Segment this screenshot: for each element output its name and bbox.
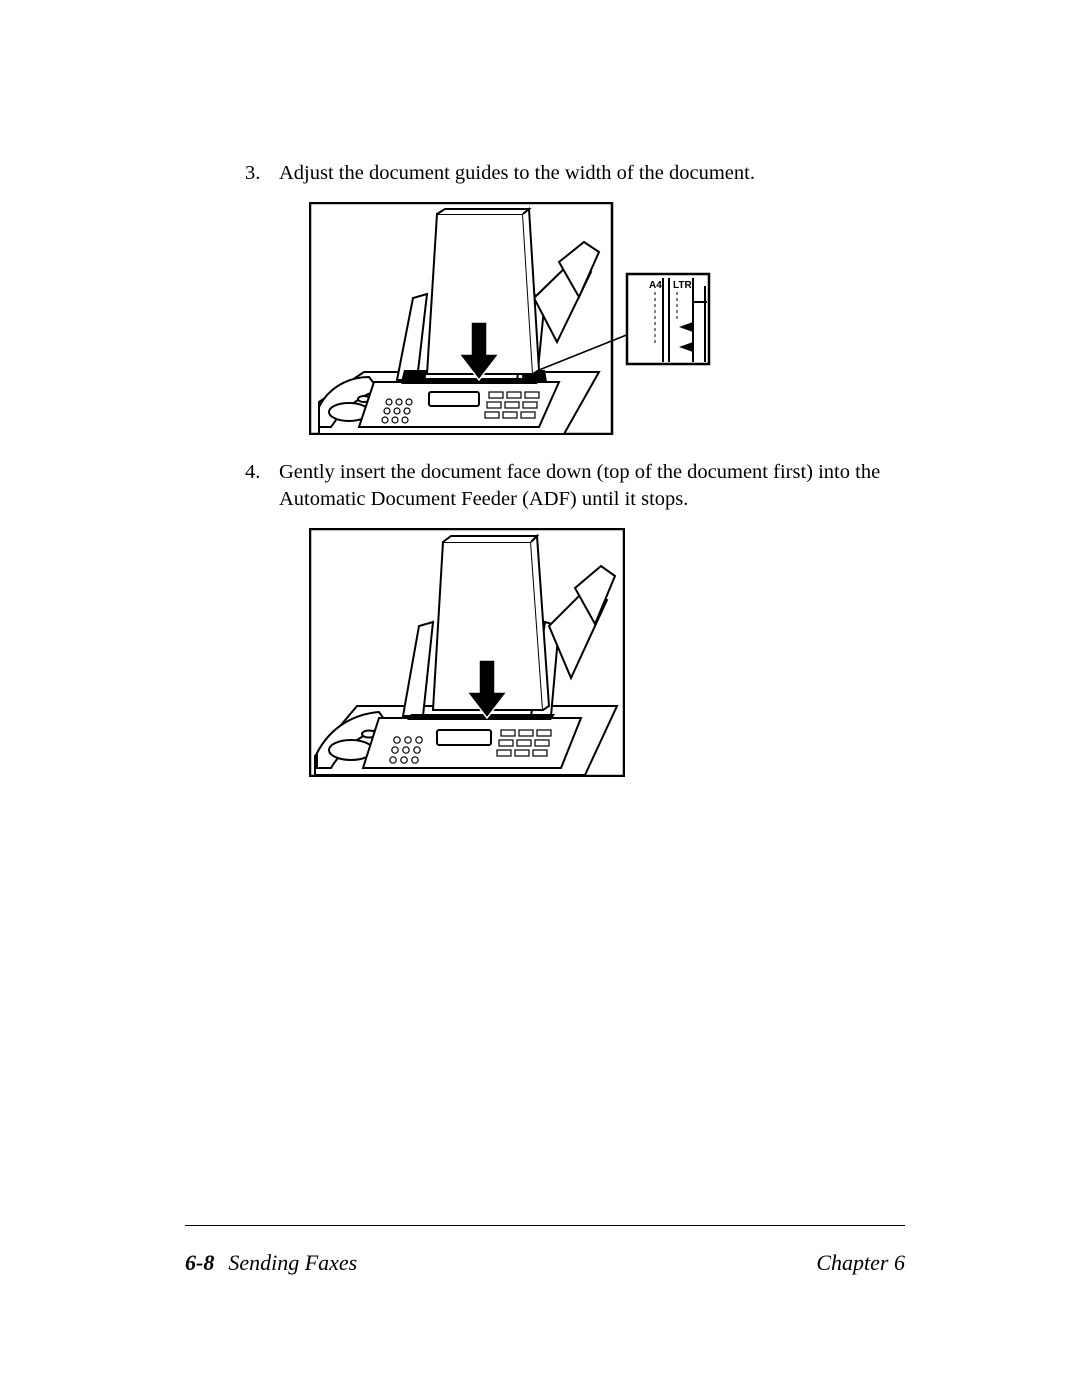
footer-section-title: Sending Faxes: [228, 1250, 357, 1276]
footer-left: 6-8 Sending Faxes: [185, 1250, 357, 1276]
figure-2-wrap: [309, 528, 905, 777]
step-4-text: Gently insert the document face down (to…: [279, 459, 905, 514]
step-4-number: 4.: [245, 459, 279, 487]
figure-1-illustration: A4 LTR: [309, 202, 711, 435]
step-3-number: 3.: [245, 160, 279, 188]
content-area: 3. Adjust the document guides to the wid…: [245, 160, 905, 801]
footer-chapter: Chapter 6: [816, 1250, 905, 1276]
footer-page-number: 6-8: [185, 1250, 214, 1276]
step-4: 4. Gently insert the document face down …: [245, 459, 905, 514]
inset-label-a4: A4: [649, 280, 662, 291]
step-3-text: Adjust the document guides to the width …: [279, 160, 905, 188]
step-3: 3. Adjust the document guides to the wid…: [245, 160, 905, 188]
footer-rule: [185, 1225, 905, 1226]
figure-1-wrap: A4 LTR: [309, 202, 905, 435]
figure-2-illustration: [309, 528, 625, 777]
inset-label-ltr: LTR: [673, 280, 692, 291]
page-footer: 6-8 Sending Faxes Chapter 6: [185, 1250, 905, 1276]
page: 3. Adjust the document guides to the wid…: [0, 0, 1080, 1397]
